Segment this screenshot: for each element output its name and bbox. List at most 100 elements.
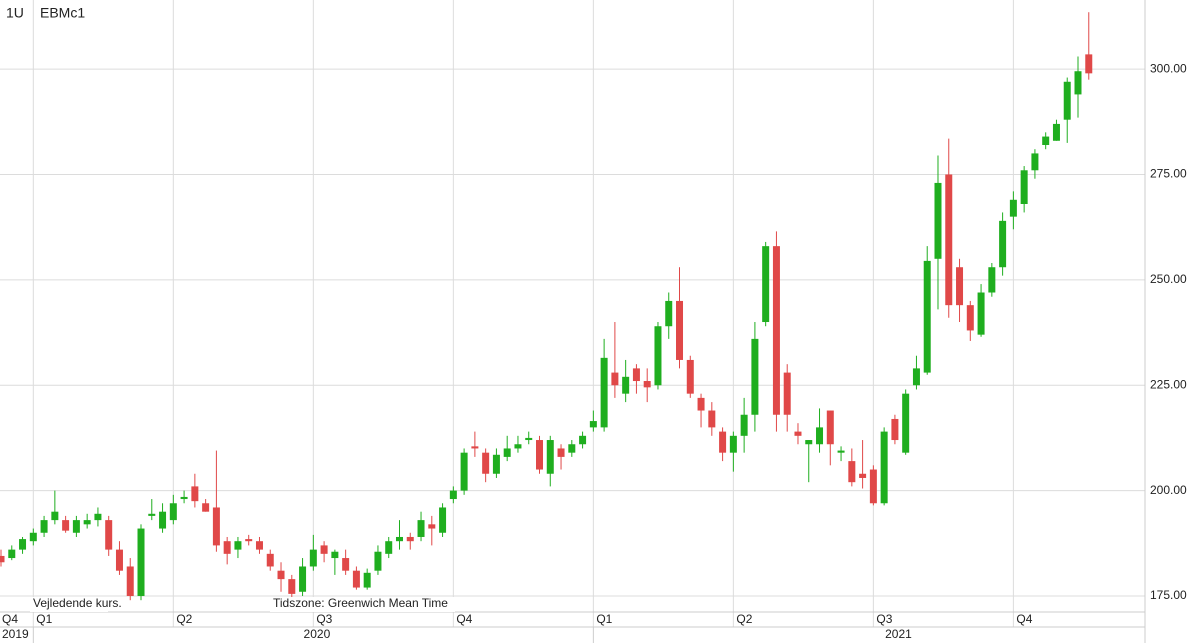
symbol-label: EBMc1 <box>40 5 85 21</box>
candle-body <box>966 305 974 331</box>
candle-body <box>1052 123 1060 141</box>
candle-body <box>783 372 791 415</box>
candle-body <box>665 300 673 327</box>
candle-body <box>180 496 188 500</box>
candle-body <box>137 528 145 596</box>
candle-body <box>762 246 770 323</box>
note: Vejledende kurs. <box>33 596 122 610</box>
candle-body <box>288 579 296 594</box>
candle-body <box>902 393 910 453</box>
candle-body <box>94 513 102 521</box>
candle-body <box>579 435 587 445</box>
candle-body <box>245 539 253 542</box>
candle-body <box>536 440 543 470</box>
candle-body <box>309 549 317 567</box>
candle-body <box>191 486 199 502</box>
candle-body <box>105 520 113 550</box>
candle-body <box>169 503 177 521</box>
candle-body <box>686 359 694 394</box>
interval-label: 1U <box>6 5 24 21</box>
candle-body <box>159 511 167 529</box>
x-tick-label: Q1 <box>36 612 52 626</box>
candle-body <box>202 503 210 512</box>
candle-body <box>729 435 737 453</box>
candle-body <box>1074 71 1082 95</box>
candle-body <box>568 444 576 453</box>
candle-body <box>676 300 684 360</box>
candle-body <box>622 376 630 394</box>
y-tick-label: 175.00 <box>1150 588 1187 602</box>
candle-body <box>557 448 565 457</box>
candle-body <box>299 566 307 592</box>
candle-body <box>83 520 91 525</box>
candle-body <box>956 267 964 306</box>
candle-body <box>320 545 328 554</box>
candle-body <box>1009 199 1017 217</box>
candle-body <box>632 368 640 382</box>
note-box <box>30 597 108 612</box>
candle-body <box>1031 153 1039 171</box>
x-tick-label: Q4 <box>1016 612 1032 626</box>
candle-body <box>471 446 479 449</box>
y-tick-label: 225.00 <box>1150 377 1187 391</box>
year-label: 2019 <box>2 627 29 641</box>
grid <box>0 0 1145 627</box>
y-tick-label: 200.00 <box>1150 483 1187 497</box>
candle-body <box>223 541 231 554</box>
candle-body <box>848 461 856 483</box>
candle-body <box>62 520 70 531</box>
candle-body <box>266 553 274 567</box>
candle-body <box>352 570 360 588</box>
candle-body <box>1042 136 1050 145</box>
candle-body <box>891 418 899 441</box>
y-tick-label: 275.00 <box>1150 167 1187 181</box>
candle-body <box>697 397 705 411</box>
x-tick-label: Q2 <box>736 612 752 626</box>
candle-body <box>988 267 996 293</box>
candle-body <box>945 174 953 306</box>
candle-body <box>837 450 845 453</box>
candle-body <box>977 292 985 335</box>
year-label: 2021 <box>885 627 912 641</box>
candle-body <box>880 431 888 504</box>
candle-body <box>751 338 759 415</box>
x-tick-label: Q2 <box>176 612 192 626</box>
candle-body <box>546 440 554 474</box>
candle-body <box>374 551 382 571</box>
candle-body <box>449 490 457 500</box>
candle-body <box>8 549 16 559</box>
x-tick-label: Q4 <box>456 612 472 626</box>
candle-body <box>869 469 877 504</box>
x-tick-label: Q4 <box>2 612 18 626</box>
x-tick-label: Q1 <box>596 612 612 626</box>
candle-body <box>482 452 490 474</box>
candle-body <box>525 437 533 441</box>
candle-body <box>772 246 780 415</box>
candle-body <box>826 410 834 445</box>
candles <box>0 12 1093 601</box>
candle-body <box>439 507 447 533</box>
candle-body <box>859 473 867 478</box>
candle-body <box>212 507 220 546</box>
candle-body <box>708 410 716 428</box>
candle-body <box>40 520 48 533</box>
candle-body <box>395 536 403 542</box>
candle-body <box>794 431 802 436</box>
candle-body <box>999 220 1007 268</box>
candle-body <box>29 532 37 542</box>
candle-body <box>1063 81 1071 120</box>
candle-body <box>611 372 619 386</box>
x-tick-label: Q3 <box>876 612 892 626</box>
candle-body <box>417 520 425 537</box>
year-label: 2020 <box>304 627 331 641</box>
y-tick-label: 250.00 <box>1150 272 1187 286</box>
candle-body <box>331 551 339 559</box>
candle-body <box>72 520 80 533</box>
candle-body <box>719 431 727 453</box>
note-box <box>270 597 455 612</box>
candle-body <box>342 558 350 571</box>
candle-body <box>385 541 393 554</box>
candle-body <box>19 539 27 550</box>
candle-body <box>740 414 748 436</box>
